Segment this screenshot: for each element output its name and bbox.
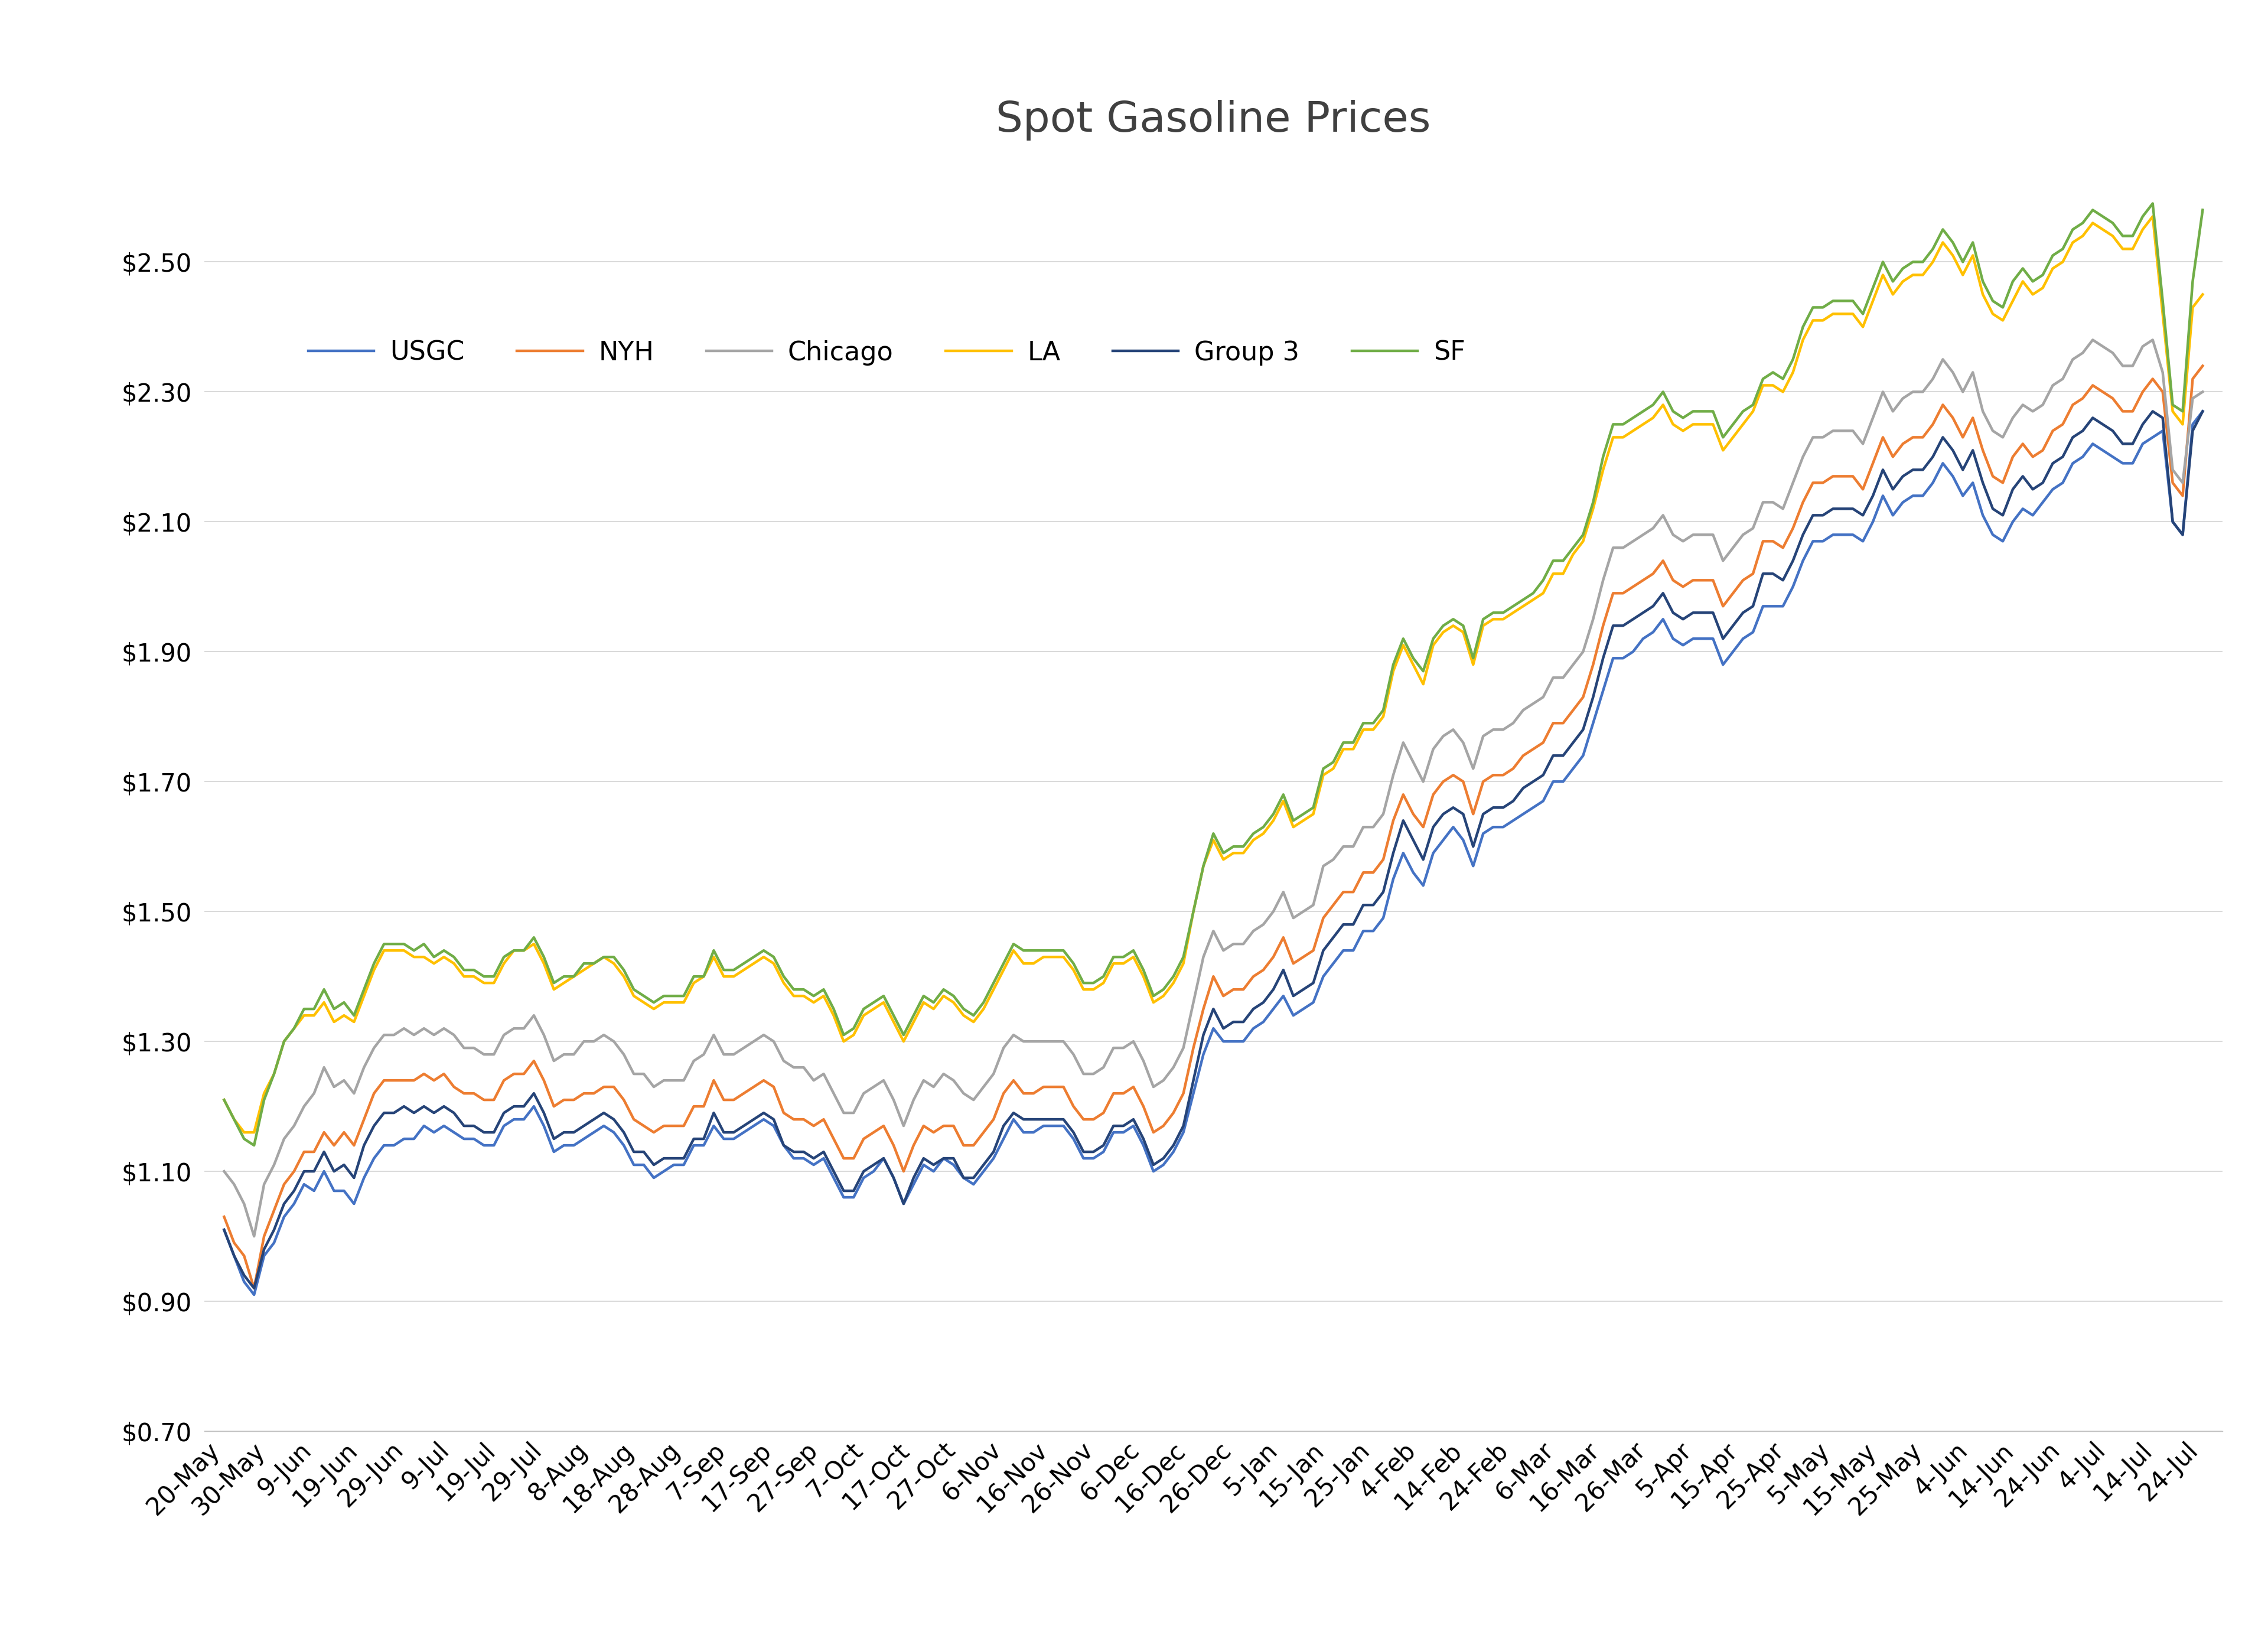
Group 3: [930, 1148, 957, 1168]
Chicago: [1109, 1038, 1136, 1058]
Chicago: [240, 1227, 268, 1247]
Chicago: [930, 1064, 957, 1084]
USGC: [1109, 1122, 1136, 1142]
LA: [231, 1122, 259, 1142]
LA: [1229, 844, 1256, 864]
Line: SF: SF: [225, 204, 2202, 1145]
LA: [211, 1091, 238, 1110]
Group 3: [2130, 415, 2157, 434]
USGC: [1229, 1031, 1256, 1051]
Line: Chicago: Chicago: [225, 341, 2202, 1237]
SF: [240, 1135, 268, 1155]
Line: LA: LA: [225, 217, 2202, 1132]
Chicago: [2080, 331, 2107, 350]
SF: [930, 979, 957, 999]
Legend: USGC, NYH, Chicago, LA, Group 3, SF: USGC, NYH, Chicago, LA, Group 3, SF: [297, 329, 1476, 377]
Chicago: [2139, 331, 2166, 350]
LA: [2189, 285, 2216, 304]
LA: [930, 985, 957, 1005]
SF: [2139, 194, 2166, 214]
Chicago: [211, 1161, 238, 1181]
Chicago: [2189, 382, 2216, 401]
Chicago: [1229, 934, 1256, 954]
SF: [1109, 948, 1136, 967]
Line: NYH: NYH: [225, 365, 2202, 1288]
USGC: [2189, 401, 2216, 421]
LA: [2139, 207, 2166, 227]
SF: [211, 1091, 238, 1110]
Title: Spot Gasoline Prices: Spot Gasoline Prices: [996, 100, 1431, 140]
SF: [2050, 239, 2077, 258]
NYH: [211, 1207, 238, 1227]
Group 3: [1229, 1012, 1256, 1031]
NYH: [1229, 979, 1256, 999]
Chicago: [2050, 368, 2077, 388]
USGC: [1930, 454, 1957, 474]
NYH: [2189, 355, 2216, 375]
LA: [1930, 232, 1957, 252]
LA: [2050, 252, 2077, 271]
NYH: [1930, 395, 1957, 415]
Group 3: [1930, 428, 1957, 447]
Chicago: [1930, 349, 1957, 368]
NYH: [2130, 382, 2157, 401]
NYH: [1109, 1084, 1136, 1104]
USGC: [930, 1148, 957, 1168]
NYH: [930, 1115, 957, 1135]
SF: [1229, 837, 1256, 857]
Group 3: [1109, 1115, 1136, 1135]
USGC: [240, 1285, 268, 1304]
Group 3: [211, 1221, 238, 1240]
NYH: [2050, 415, 2077, 434]
Line: Group 3: Group 3: [225, 411, 2202, 1288]
USGC: [2050, 472, 2077, 492]
LA: [1109, 954, 1136, 974]
Group 3: [2189, 401, 2216, 421]
Group 3: [240, 1278, 268, 1298]
USGC: [211, 1221, 238, 1240]
Group 3: [2050, 447, 2077, 467]
Line: USGC: USGC: [225, 411, 2202, 1295]
NYH: [240, 1278, 268, 1298]
Group 3: [2139, 401, 2166, 421]
SF: [2189, 201, 2216, 220]
SF: [1930, 219, 1957, 239]
USGC: [2130, 434, 2157, 454]
LA: [2130, 219, 2157, 239]
SF: [2130, 207, 2157, 227]
